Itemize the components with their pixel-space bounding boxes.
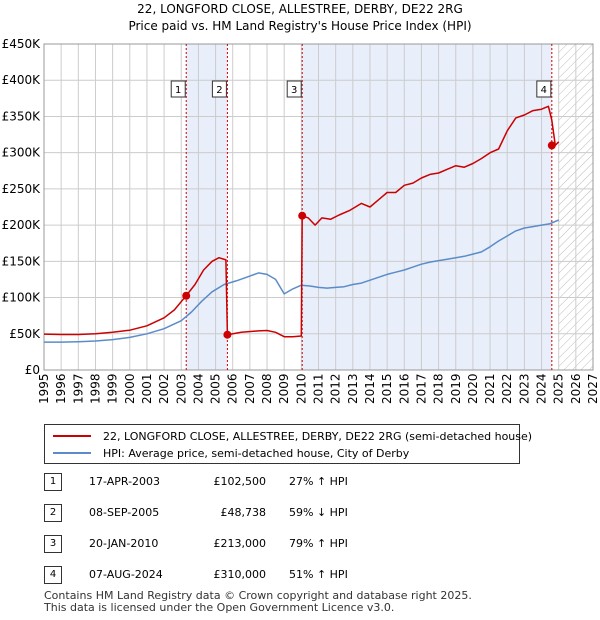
x-tick-label: 2008 xyxy=(260,373,274,404)
x-tick-label: 2025 xyxy=(552,373,566,404)
x-tick-label: 2011 xyxy=(312,373,326,404)
y-tick-label: £400K xyxy=(2,73,42,87)
highlight-band xyxy=(302,44,552,370)
x-tick-label: 2022 xyxy=(500,373,514,404)
y-tick-label: £50K xyxy=(9,327,41,341)
sale-point xyxy=(547,141,556,150)
y-tick-label: £0 xyxy=(25,363,40,377)
annotation-box xyxy=(211,80,227,98)
transaction-price: £213,000 xyxy=(213,537,267,550)
x-tick-label: 2021 xyxy=(483,373,497,404)
legend-property-label: 22, LONGFORD CLOSE, ALLESTREE, DERBY, DE… xyxy=(103,429,533,443)
transaction-date: 20-JAN-2010 xyxy=(89,537,159,550)
annotation-label: 2 xyxy=(216,85,222,96)
transaction-price: £310,000 xyxy=(213,568,267,581)
hpi-line xyxy=(44,219,559,343)
x-tick-label: 2003 xyxy=(174,373,188,404)
x-tick-label: 1997 xyxy=(71,373,85,404)
transaction-date: 17-APR-2003 xyxy=(89,475,161,488)
chart-subtitle: Price paid vs. HM Land Registry's House … xyxy=(128,19,471,33)
x-tick-label: 2006 xyxy=(226,373,240,404)
y-tick-label: £150K xyxy=(2,254,42,268)
x-tick-label: 1996 xyxy=(54,373,68,404)
x-tick-label: 2013 xyxy=(346,373,360,404)
x-tick-label: 2023 xyxy=(517,373,531,404)
x-tick-label: 2004 xyxy=(191,373,205,404)
transaction-hpi: 27% ↑ HPI xyxy=(289,475,348,488)
annotation-box xyxy=(536,80,552,98)
y-tick-label: £250K xyxy=(2,182,42,196)
x-tick-label: 2000 xyxy=(123,373,137,404)
x-tick-label: 2001 xyxy=(140,373,154,404)
legend-item-property: 22, LONGFORD CLOSE, ALLESTREE, DERBY, DE… xyxy=(53,428,532,444)
x-tick-label: 2018 xyxy=(432,373,446,404)
x-tick-label: 2009 xyxy=(277,373,291,404)
legend: 22, LONGFORD CLOSE, ALLESTREE, DERBY, DE… xyxy=(44,424,532,464)
highlight-band xyxy=(186,44,228,370)
legend-hpi-label: HPI: Average price, semi-detached house,… xyxy=(103,446,410,460)
footer-line: Contains HM Land Registry data © Crown c… xyxy=(44,589,472,602)
x-tick-label: 2002 xyxy=(157,373,171,404)
y-tick-label: £100K xyxy=(2,291,42,305)
footer-attribution: Contains HM Land Registry data © Crown c… xyxy=(44,590,472,614)
x-tick-label: 1999 xyxy=(106,373,120,404)
annotation-label: 3 xyxy=(291,85,297,96)
transaction-price: £48,738 xyxy=(220,506,267,519)
x-tick-label: 2020 xyxy=(466,373,480,404)
transaction-date: 07-AUG-2024 xyxy=(89,568,163,581)
x-tick-label: 2005 xyxy=(209,373,223,404)
y-tick-label: £200K xyxy=(2,218,42,232)
y-tick-label: £300K xyxy=(2,146,42,160)
x-tick-label: 2012 xyxy=(329,373,343,404)
x-tick-label: 2027 xyxy=(586,373,600,404)
footer-line: This data is licensed under the Open Gov… xyxy=(44,601,395,614)
x-tick-label: 2026 xyxy=(569,373,583,404)
transaction-number: 2 xyxy=(44,504,62,522)
transaction-number: 4 xyxy=(44,566,62,584)
y-tick-label: £350K xyxy=(2,109,42,123)
transaction-hpi: 59% ↓ HPI xyxy=(289,506,348,519)
transaction-hpi: 79% ↑ HPI xyxy=(289,537,348,550)
transaction-number: 1 xyxy=(44,473,62,491)
sale-point xyxy=(182,291,191,300)
transaction-price: £102,500 xyxy=(213,475,267,488)
transaction-number: 3 xyxy=(44,535,62,553)
x-tick-label: 2024 xyxy=(535,373,549,404)
chart-title: 22, LONGFORD CLOSE, ALLESTREE, DERBY, DE… xyxy=(137,2,463,16)
sale-point xyxy=(298,211,307,220)
x-tick-label: 2016 xyxy=(397,373,411,404)
annotation-label: 4 xyxy=(541,85,547,96)
x-tick-label: 2010 xyxy=(294,373,308,404)
x-tick-label: 2015 xyxy=(380,373,394,404)
plot-frame xyxy=(43,43,594,371)
x-tick-label: 1995 xyxy=(37,373,51,404)
annotation-box xyxy=(286,80,302,98)
annotation-label: 1 xyxy=(175,85,181,96)
transaction-hpi: 51% ↑ HPI xyxy=(289,568,348,581)
plot-area: £0 £50K £100K £150K £200K £250K £300K £350K £400… xyxy=(2,37,600,404)
x-tick-label: 2014 xyxy=(363,373,377,404)
legend-hpi-swatch xyxy=(53,452,91,454)
x-tick-label: 2007 xyxy=(243,373,257,404)
annotation-box xyxy=(170,80,186,98)
price-chart: 22, LONGFORD CLOSE, ALLESTREE, DERBY, DE… xyxy=(2,2,600,404)
sale-point xyxy=(223,330,232,339)
transaction-date: 08-SEP-2005 xyxy=(89,506,160,519)
x-tick-label: 2019 xyxy=(449,373,463,404)
x-tick-label: 1998 xyxy=(88,373,102,404)
legend-item-hpi: HPI: Average price, semi-detached house,… xyxy=(53,445,409,461)
y-tick-label: £450K xyxy=(2,37,42,51)
legend-property-swatch xyxy=(53,435,91,437)
x-tick-label: 2017 xyxy=(414,373,428,404)
